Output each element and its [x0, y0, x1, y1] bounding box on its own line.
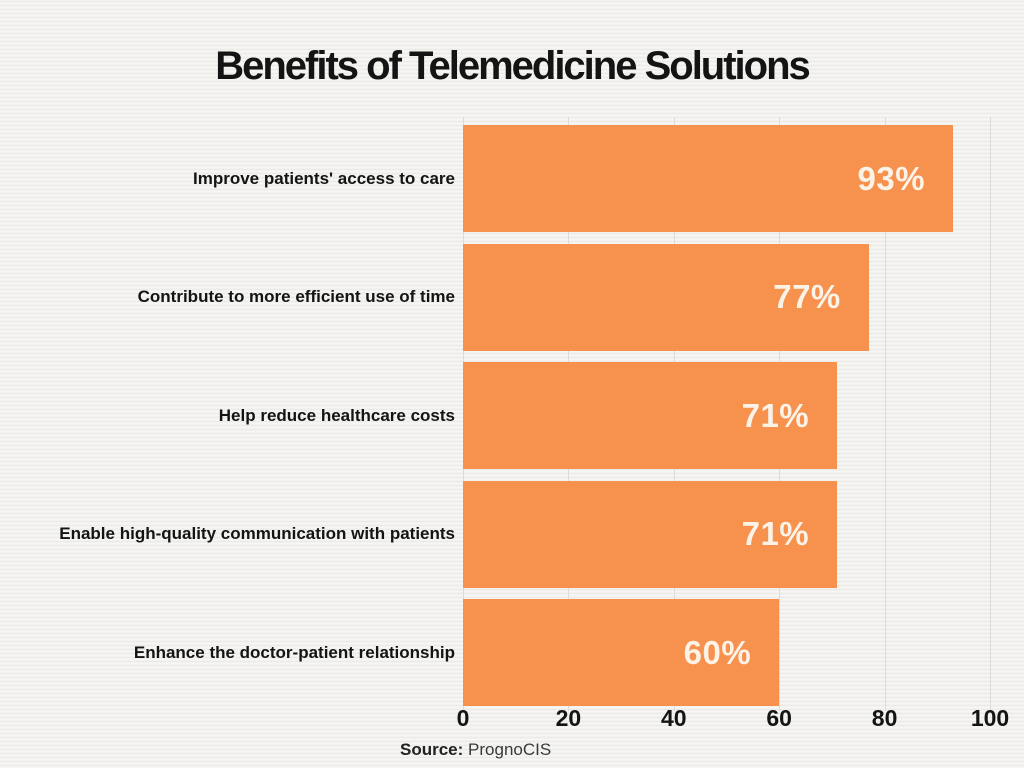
- gridline: [990, 117, 991, 711]
- bar: 93%: [463, 125, 954, 232]
- source-note: Source: PrognoCIS: [400, 740, 551, 760]
- bar: 60%: [463, 599, 780, 706]
- category-label: Improve patients' access to care: [193, 168, 455, 188]
- x-tick-label: 0: [456, 705, 470, 731]
- category-label: Enable high-quality communication with p…: [59, 524, 455, 543]
- bar: 71%: [463, 362, 838, 469]
- category-label: Contribute to more efficient use of time: [137, 287, 455, 306]
- source-value: PrognoCIS: [468, 740, 552, 759]
- category-label: Help reduce healthcare costs: [218, 405, 455, 425]
- bar-value-label: 71%: [741, 396, 810, 434]
- bar: 71%: [463, 480, 838, 588]
- x-tick-label: 100: [970, 705, 1010, 731]
- chart-title: Benefits of Telemedicine Solutions: [215, 44, 811, 88]
- bar-value-label: 77%: [773, 278, 841, 315]
- category-label: Enhance the doctor-patient relationship: [133, 642, 455, 662]
- x-tick-label: 20: [555, 705, 582, 731]
- source-label: Source:: [400, 740, 464, 759]
- bar-value-label: 60%: [683, 633, 752, 671]
- bar-value-label: 71%: [741, 515, 810, 552]
- bar: 77%: [463, 243, 869, 351]
- x-tick-label: 40: [661, 705, 687, 731]
- x-tick-label: 80: [871, 705, 898, 731]
- bar-value-label: 93%: [857, 159, 926, 197]
- gridline: [884, 117, 886, 711]
- x-tick-label: 60: [766, 705, 792, 731]
